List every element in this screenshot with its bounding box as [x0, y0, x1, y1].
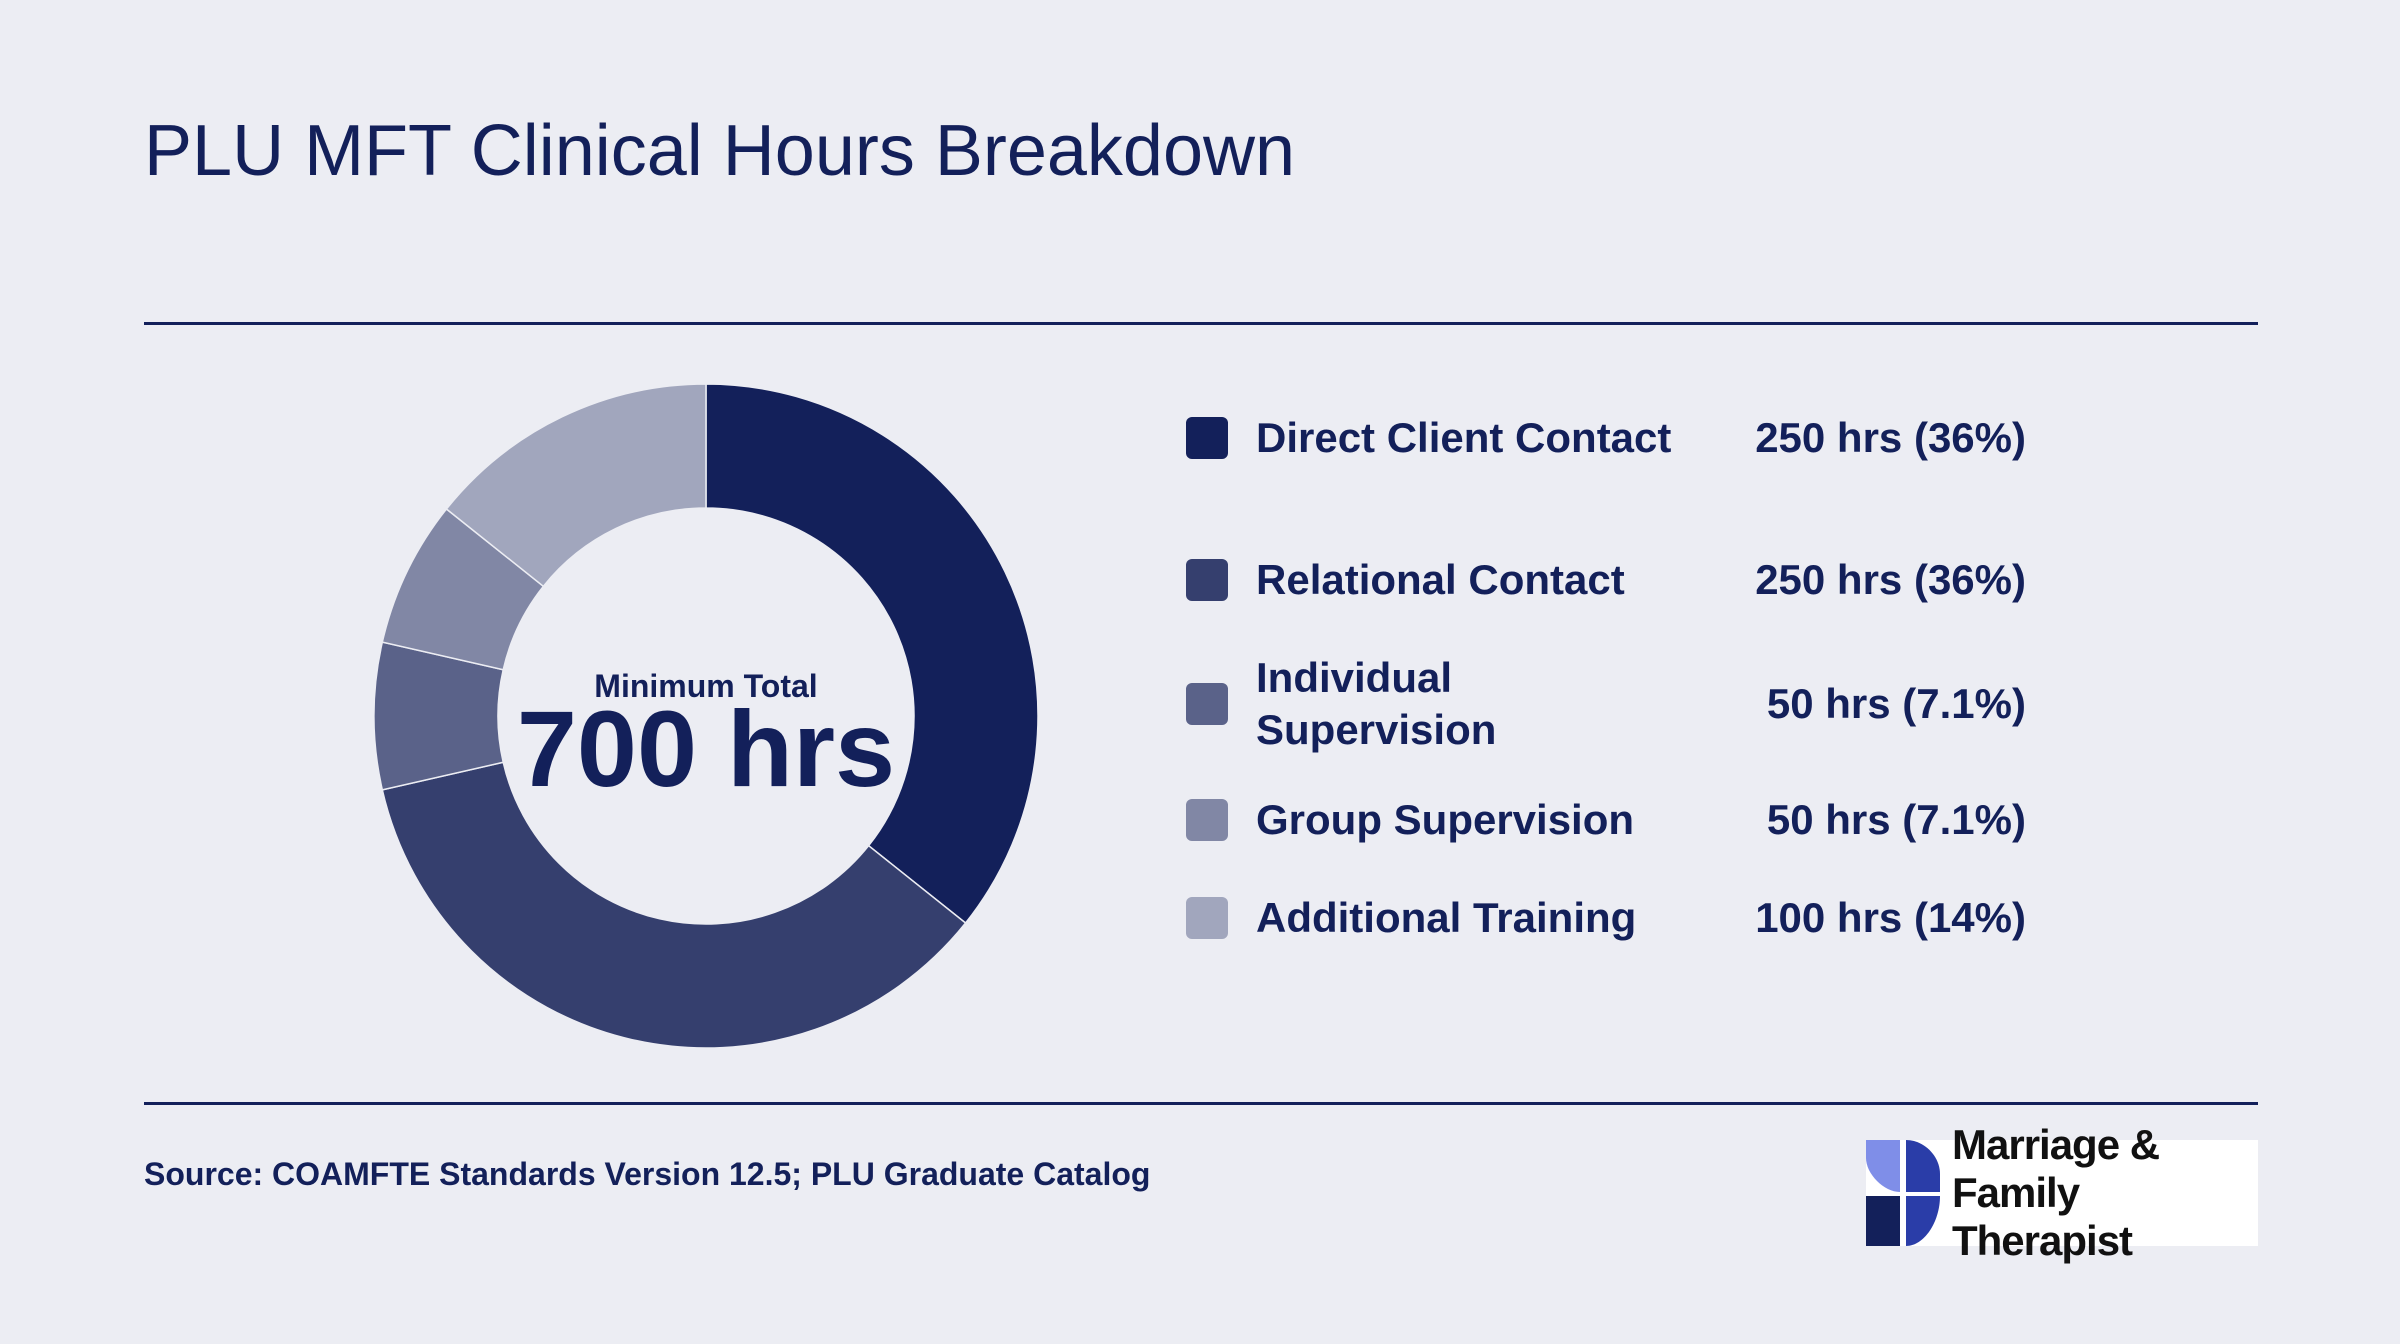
legend-swatch — [1186, 683, 1228, 725]
source-note: Source: COAMFTE Standards Version 12.5; … — [144, 1156, 1151, 1192]
page-title: PLU MFT Clinical Hours Breakdown — [144, 111, 1296, 191]
legend-value: 100 hrs (14%) — [1755, 894, 2026, 941]
logo-line-1: Marriage & Family — [1952, 1121, 2160, 1216]
legend-swatch — [1186, 897, 1228, 939]
legend-item-relational-contact: Relational Contact 250 hrs (36%) — [1186, 554, 2026, 606]
legend-value: 250 hrs (36%) — [1755, 414, 2026, 461]
legend-item-direct-client-contact: Direct Client Contact 250 hrs (36%) — [1186, 412, 2026, 464]
legend-value: 50 hrs (7.1%) — [1766, 680, 2026, 727]
logo-text: Marriage & Family Therapist — [1952, 1121, 2258, 1265]
logo: Marriage & Family Therapist — [1866, 1121, 2258, 1264]
donut-chart — [373, 383, 1039, 1049]
center-total-value: 700 hrs — [516, 688, 896, 809]
center-label: Minimum Total — [594, 668, 818, 704]
legend-swatch — [1186, 799, 1228, 841]
segment-relational-contact — [381, 761, 967, 1049]
logo-line-2: Therapist — [1952, 1217, 2133, 1264]
legend-swatch — [1186, 417, 1228, 459]
segment-direct-client-contact — [705, 383, 1039, 925]
legend-label: Direct Client Contact — [1256, 414, 1672, 461]
legend-label: Relational Contact — [1256, 556, 1625, 603]
legend-label: Group Supervision — [1256, 796, 1635, 843]
pinwheel-logo-icon — [1866, 1140, 1940, 1246]
legend-item-individual-supervision: Individual Supervision 50 hrs (7.1%) — [1186, 652, 2026, 756]
bottom-divider — [144, 1102, 2258, 1105]
legend-value: 50 hrs (7.1%) — [1766, 796, 2026, 843]
legend-item-additional-training: Additional Training 100 hrs (14%) — [1186, 892, 2026, 944]
top-divider — [144, 322, 2258, 325]
legend-swatch — [1186, 559, 1228, 601]
legend-value: 250 hrs (36%) — [1755, 556, 2026, 603]
legend-item-group-supervision: Group Supervision 50 hrs (7.1%) — [1186, 794, 2026, 846]
legend-label: Individual Supervision — [1256, 654, 1497, 753]
legend-label: Additional Training — [1256, 894, 1637, 941]
segment-additional-training — [445, 383, 707, 588]
